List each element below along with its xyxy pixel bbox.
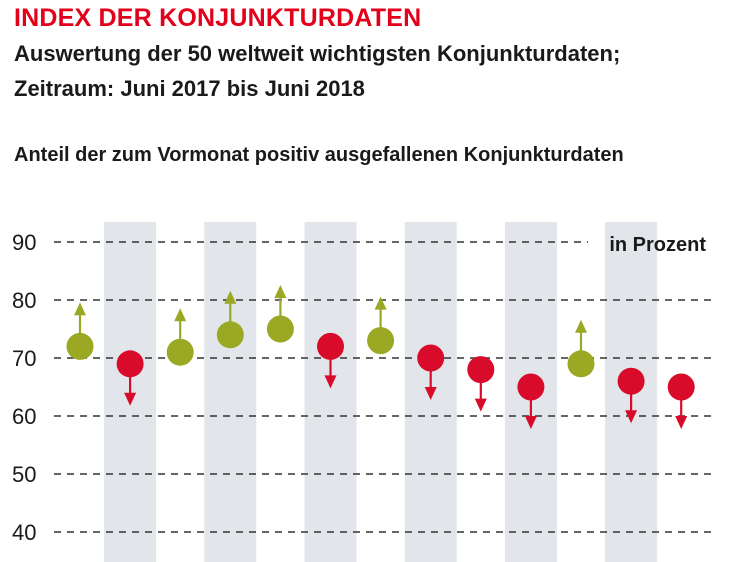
arrow-down-icon — [424, 387, 437, 400]
data-point — [116, 350, 144, 406]
point-marker — [367, 327, 395, 355]
point-marker — [417, 344, 445, 372]
data-point — [417, 344, 445, 400]
chart-title: INDEX DER KONJUNKTURDATEN — [14, 4, 422, 32]
y-axis-ticks: 90 80 70 60 50 40 — [12, 230, 36, 545]
y-tick-label: 50 — [12, 462, 36, 487]
chart-subtitle-line-2: Zeitraum: Juni 2017 bis Juni 2018 — [14, 76, 365, 101]
data-point — [517, 373, 545, 429]
arrow-up-icon — [374, 296, 387, 310]
arrow-down-icon — [625, 410, 638, 424]
point-marker — [317, 332, 344, 360]
point-marker — [517, 373, 545, 401]
column-band — [204, 222, 257, 562]
arrow-up-icon — [224, 290, 237, 304]
point-marker — [266, 315, 294, 343]
arrow-up-icon — [174, 308, 187, 322]
data-point — [266, 285, 294, 343]
data-point — [367, 296, 395, 355]
gridlines — [54, 241, 712, 533]
point-marker — [216, 321, 244, 349]
y-tick-label: 90 — [12, 230, 36, 255]
data-points — [66, 285, 695, 429]
y-tick-label: 40 — [12, 520, 36, 545]
data-point — [617, 367, 645, 424]
data-point — [216, 290, 244, 349]
y-tick-label: 60 — [12, 404, 36, 429]
point-marker — [567, 350, 595, 378]
arrow-up-icon — [575, 319, 587, 333]
point-marker — [467, 356, 495, 384]
data-point — [467, 356, 495, 412]
point-marker — [617, 367, 645, 395]
point-marker — [66, 332, 94, 360]
arrow-down-icon — [324, 375, 337, 389]
data-point — [667, 373, 695, 429]
data-point — [567, 319, 595, 378]
arrow-down-icon — [524, 416, 537, 429]
y-tick-label: 80 — [12, 288, 36, 313]
column-bands — [104, 222, 658, 562]
arrow-up-icon — [74, 302, 86, 316]
column-band — [304, 222, 357, 562]
point-marker — [166, 338, 194, 366]
arrow-up-icon — [274, 285, 287, 298]
arrow-down-icon — [124, 392, 137, 406]
data-point — [66, 302, 94, 360]
point-marker — [667, 373, 695, 401]
chart-heading: Anteil der zum Vormonat positiv ausgefal… — [14, 144, 624, 166]
y-axis-unit-label: in Prozent — [609, 234, 706, 256]
data-point — [317, 332, 344, 389]
chart-subtitle-line-1: Auswertung der 50 weltweit wichtigsten K… — [14, 41, 621, 66]
data-point — [166, 308, 194, 366]
arrow-down-icon — [474, 398, 487, 412]
point-marker — [116, 350, 144, 378]
y-tick-label: 70 — [12, 346, 36, 371]
arrow-down-icon — [675, 416, 688, 429]
